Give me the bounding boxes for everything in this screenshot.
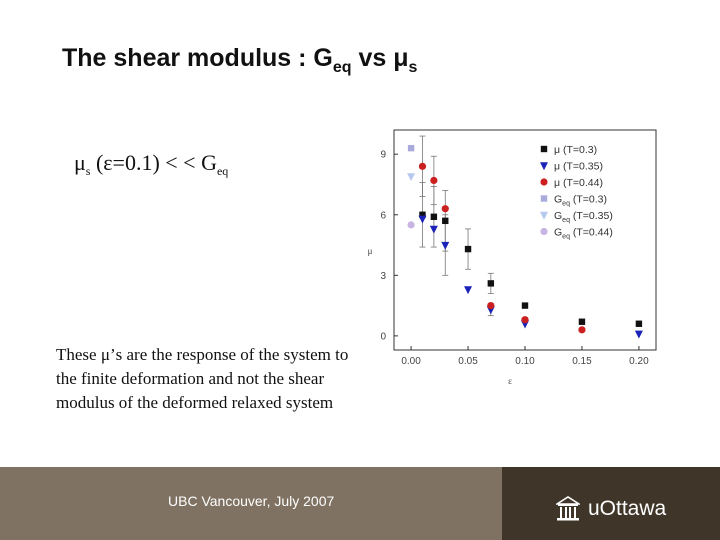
- y-tick-label: 9: [380, 150, 386, 161]
- y-tick-label: 6: [380, 210, 386, 221]
- x-tick-label: 0.15: [572, 356, 592, 367]
- legend-marker: [540, 178, 548, 186]
- data-point: [429, 225, 438, 234]
- statement-mid: (ε=0.1) < < G: [90, 150, 217, 175]
- data-point: [441, 205, 449, 213]
- shear-modulus-chart: 0.00 0.05 0.10 0.15 0.20 0 3 6 9 ε μ μ (T=0.3) μ (T=…: [368, 129, 657, 386]
- mu-statement: μs (ε=0.1) < < Geq: [74, 150, 228, 179]
- legend-entry: μ (T=0.35): [554, 161, 603, 173]
- y-tick-label: 0: [380, 331, 386, 342]
- x-tick-label: 0.05: [458, 356, 478, 367]
- building-icon: [556, 496, 580, 521]
- data-point: [407, 144, 415, 152]
- x-tick-label: 0.10: [515, 356, 535, 367]
- plot-frame: [393, 129, 657, 351]
- data-point: [521, 316, 529, 324]
- data-point: [521, 302, 529, 309]
- footer-left-band: [0, 467, 502, 540]
- x-tick-label: 0.00: [401, 356, 421, 367]
- legend-marker: [540, 211, 548, 220]
- data-point: [430, 213, 438, 220]
- data-point: [578, 318, 586, 325]
- footer-conference-text: UBC Vancouver, July 2007: [168, 493, 335, 509]
- x-axis-label: ε: [508, 376, 512, 386]
- data-point: [418, 162, 427, 170]
- data-point: [634, 330, 643, 339]
- x-tick-label: 0.20: [629, 356, 649, 367]
- y-tick-label: 3: [380, 271, 386, 282]
- data-point: [487, 280, 495, 287]
- title-tail-sub: s: [408, 59, 418, 76]
- data-point: [418, 215, 427, 224]
- statement-mu: μ: [74, 150, 86, 175]
- data-point: [487, 301, 495, 310]
- data-point: [464, 245, 472, 253]
- university-logo: uOttawa: [556, 492, 666, 526]
- data-point: [464, 286, 473, 295]
- legend-marker: [540, 227, 548, 236]
- data-point: [578, 326, 586, 334]
- legend-entry: μ (T=0.44): [554, 177, 603, 189]
- legend-entry: Geq (T=0.35): [554, 210, 613, 224]
- legend-marker: [540, 145, 548, 153]
- explanation-note: These μ’s are the response of the system…: [56, 345, 349, 412]
- data-point: [407, 221, 415, 229]
- data-point: [441, 241, 450, 250]
- data-point: [430, 176, 438, 185]
- title-tail: vs μ: [351, 44, 409, 72]
- legend-marker: [540, 195, 548, 202]
- legend-marker: [540, 162, 548, 171]
- statement-mu-sub: s: [85, 164, 91, 178]
- slide-title: The shear modulus : Geq vs μs: [62, 44, 417, 77]
- statement-tail-sub: eq: [216, 164, 229, 178]
- footer-right-band: [502, 467, 720, 540]
- logo-text: uOttawa: [588, 497, 667, 520]
- title-main: The shear modulus : G: [62, 44, 333, 72]
- data-point: [442, 217, 449, 225]
- legend-entry: Geq (T=0.44): [554, 227, 613, 241]
- legend-entry: Geq (T=0.3): [554, 194, 607, 208]
- data-point: [407, 173, 416, 182]
- y-axis-label: μ: [368, 246, 373, 256]
- data-point: [635, 320, 643, 327]
- title-sub: eq: [332, 59, 352, 76]
- data-point: [419, 211, 426, 218]
- legend-entry: μ (T=0.3): [554, 144, 597, 156]
